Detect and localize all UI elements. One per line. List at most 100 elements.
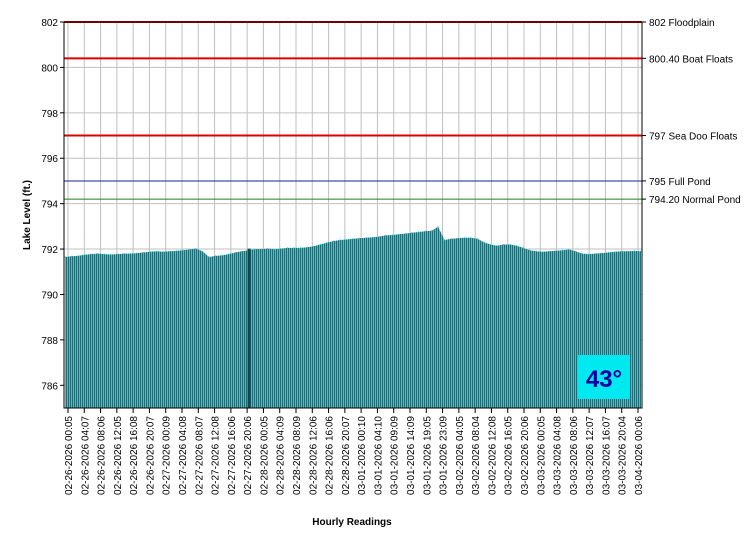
data-point <box>417 231 420 233</box>
data-point <box>561 249 564 251</box>
data-point <box>156 250 158 252</box>
data-point <box>391 234 393 236</box>
data-point <box>529 249 531 251</box>
data-point <box>280 248 282 250</box>
temperature-badge: 43° <box>578 355 630 399</box>
data-point <box>208 256 210 258</box>
data-point <box>470 237 472 239</box>
data-point <box>594 253 596 255</box>
x-tick-label: 02-28-2026 08:09 <box>292 416 303 495</box>
y-axis: 786 788 790 792 794 796 798 800 802 <box>41 18 64 392</box>
y-tick-label: 802 <box>41 18 58 29</box>
data-point <box>607 251 609 254</box>
data-point <box>404 233 406 235</box>
x-tick-label: 03-03-2026 12:07 <box>585 416 596 495</box>
data-point <box>640 250 642 252</box>
x-axis: 02-26-2026 00:05 02-26-2026 04:07 02-26-20… <box>64 408 645 495</box>
x-tick-label: 02-27-2026 16:06 <box>227 416 238 495</box>
data-point <box>129 253 132 255</box>
data-point <box>90 253 92 255</box>
data-point <box>548 250 551 252</box>
reference-label: 802 Floodplain <box>649 18 715 29</box>
data-point <box>555 250 557 252</box>
data-point <box>437 226 439 228</box>
data-point <box>116 253 118 255</box>
x-tick-label: 03-02-2026 12:08 <box>487 416 498 495</box>
data-point <box>542 251 544 253</box>
y-tick-label: 796 <box>41 154 58 165</box>
data-point <box>581 253 583 255</box>
data-point <box>365 237 367 239</box>
y-tick-label: 794 <box>41 200 58 211</box>
data-point <box>496 245 498 247</box>
x-tick-label: 03-01-2026 00:10 <box>357 416 368 495</box>
temperature-badge-text: 43° <box>586 366 622 393</box>
x-tick-label: 02-27-2026 00:09 <box>162 416 173 495</box>
data-point <box>195 248 197 250</box>
x-tick-label: 02-28-2026 00:05 <box>259 416 270 495</box>
data-point <box>332 240 334 242</box>
x-tick-label: 03-03-2026 00:05 <box>536 416 547 495</box>
data-point <box>228 253 230 255</box>
data-point <box>319 243 321 246</box>
data-point <box>254 248 256 250</box>
x-tick-label: 02-26-2026 12:05 <box>113 416 124 495</box>
data-area <box>64 226 642 408</box>
data-point <box>411 232 413 234</box>
data-point <box>614 251 616 253</box>
data-point <box>489 243 492 246</box>
x-tick-label: 03-03-2026 16:07 <box>601 416 612 495</box>
reference-label: 800.40 Boat Floats <box>649 54 733 65</box>
x-tick-label: 03-01-2026 23:09 <box>439 416 450 495</box>
data-point <box>169 250 171 252</box>
data-point <box>633 250 636 252</box>
data-point <box>378 236 380 238</box>
data-point <box>267 248 269 250</box>
data-point <box>214 255 217 257</box>
data-point <box>483 241 485 243</box>
data-point <box>234 251 236 254</box>
data-point <box>424 230 426 232</box>
data-point <box>221 254 223 256</box>
data-point <box>162 251 164 253</box>
y-tick-label: 792 <box>41 245 58 256</box>
x-tick-label: 02-27-2026 12:08 <box>211 416 222 495</box>
data-point <box>97 253 99 255</box>
data-point <box>345 238 348 241</box>
data-point <box>110 253 112 256</box>
data-point <box>293 247 295 249</box>
x-tick-label: 02-28-2026 12:06 <box>308 416 319 495</box>
series-spike <box>247 248 251 408</box>
data-point <box>136 252 138 254</box>
x-tick-label: 03-02-2026 04:05 <box>455 416 466 495</box>
x-tick-label: 03-01-2026 09:09 <box>390 416 401 495</box>
data-point <box>574 250 577 252</box>
data-point <box>627 250 629 252</box>
reference-label: 795 Full Pond <box>649 177 711 188</box>
data-point <box>64 256 66 258</box>
data-point <box>77 255 79 257</box>
data-point <box>142 251 145 254</box>
data-point <box>502 243 505 246</box>
reference-label: 797 Sea Doo Floats <box>649 132 737 143</box>
x-tick-label: 03-04-2026 00:06 <box>634 416 645 495</box>
x-tick-label: 02-28-2026 04:09 <box>276 416 287 495</box>
y-tick-label: 800 <box>41 63 58 74</box>
reference-label: 794.20 Normal Pond <box>649 195 741 206</box>
data-point <box>70 255 73 257</box>
data-point <box>450 238 452 240</box>
data-point <box>84 254 86 256</box>
x-tick-label: 02-28-2026 20:07 <box>341 416 352 495</box>
x-tick-label: 02-27-2026 04:08 <box>178 416 189 495</box>
x-tick-label: 03-01-2026 04:10 <box>373 416 384 495</box>
data-point <box>103 253 105 255</box>
x-tick-label: 03-03-2026 08:06 <box>569 416 580 495</box>
x-tick-label: 02-26-2026 20:07 <box>145 416 156 495</box>
data-point <box>568 248 570 251</box>
data-point <box>300 247 302 249</box>
x-tick-label: 02-26-2026 08:06 <box>97 416 108 495</box>
data-point <box>372 236 374 238</box>
data-point <box>509 243 511 246</box>
x-tick-label: 03-02-2026 16:05 <box>504 416 515 495</box>
